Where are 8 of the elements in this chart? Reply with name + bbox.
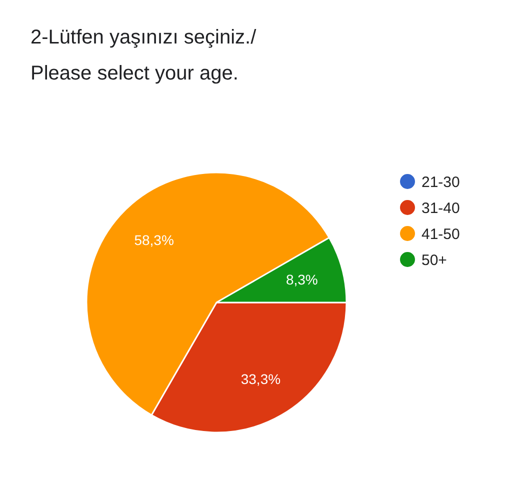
legend-label: 41-50 [422, 226, 460, 243]
chart-title: 2-Lütfen yaşınızı seçiniz./ Please select your age. [30, 26, 257, 84]
data-label: 8,3% [286, 272, 318, 288]
legend-label: 31-40 [422, 200, 460, 217]
legend-label: 50+ [422, 252, 448, 269]
data-label: 58,3% [134, 232, 174, 248]
data-label: 33,3% [240, 371, 281, 388]
legend-label: 21-30 [422, 174, 460, 191]
